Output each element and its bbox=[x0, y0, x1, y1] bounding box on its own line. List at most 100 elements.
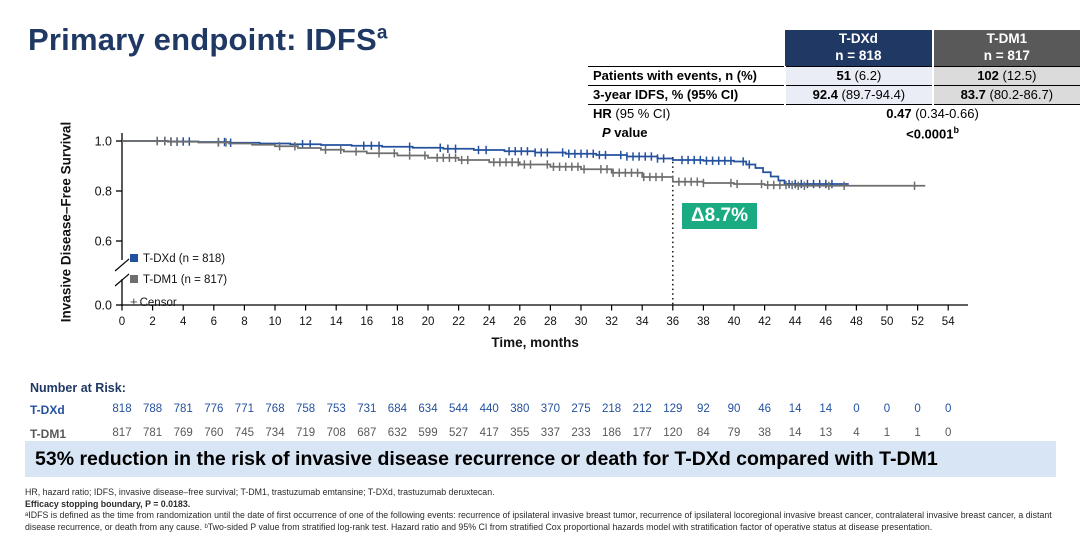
risk-count: 186 bbox=[602, 427, 622, 439]
pvalue-row: P value <0.0001b bbox=[588, 124, 1080, 144]
x-tick-label: 50 bbox=[881, 316, 894, 328]
risk-count: 0 bbox=[944, 403, 952, 415]
x-axis-label: Time, months bbox=[491, 335, 579, 350]
results-table-header-row: T-DXd n = 818 T-DM1 n = 817 bbox=[588, 30, 1080, 67]
events-row-label: Patients with events, n (%) bbox=[588, 65, 786, 86]
x-tick-label: 38 bbox=[697, 316, 710, 328]
risk-count: 544 bbox=[449, 403, 469, 415]
axis-break-slash-icon bbox=[114, 273, 130, 287]
results-table: T-DXd n = 818 T-DM1 n = 817 Patients wit… bbox=[588, 30, 1080, 143]
risk-count: 599 bbox=[418, 427, 438, 439]
risk-count: 90 bbox=[727, 403, 741, 415]
x-tick-label: 20 bbox=[422, 316, 435, 328]
column-header-tdxd: T-DXd n = 818 bbox=[785, 30, 933, 67]
events-tdm1-value: 102 (12.5) bbox=[931, 65, 1080, 86]
pvalue-label-rest: value bbox=[610, 125, 648, 141]
km-curve-tdm1 bbox=[122, 140, 926, 187]
events-tdm1-n: 102 bbox=[977, 67, 999, 83]
risk-count: 632 bbox=[387, 427, 407, 439]
km-plot-svg: 1.00.80.60.00 2 4 6 8 10 12 14 16 18 20 22 24 26 28 30 3… bbox=[95, 133, 968, 350]
idfs-tdxd-value: 92.4 (89.7-94.4) bbox=[784, 84, 933, 105]
x-tick-label: 52 bbox=[911, 316, 924, 328]
x-tick-label: 26 bbox=[513, 316, 526, 328]
idfs-tdm1-pct: 83.7 bbox=[960, 87, 986, 102]
risk-row-label-tdm1: T-DM1 bbox=[30, 427, 66, 441]
risk-count: 776 bbox=[204, 403, 224, 415]
risk-count: 46 bbox=[758, 403, 771, 415]
risk-count: 817 bbox=[112, 427, 132, 439]
legend-item-tdxd: T-DXd (n = 818) bbox=[130, 249, 227, 270]
x-tick-label: 12 bbox=[299, 316, 312, 328]
x-tick-label: 18 bbox=[391, 316, 404, 328]
risk-count: 38 bbox=[758, 427, 771, 439]
risk-count: 818 bbox=[112, 403, 132, 415]
legend-tdm1-label: T-DM1 (n = 817) bbox=[143, 274, 228, 286]
pvalue-row-label: P value bbox=[588, 124, 785, 144]
idfs-row: 3-year IDFS, % (95% CI) 92.4 (89.7-94.4)… bbox=[588, 84, 1080, 105]
risk-count: 13 bbox=[819, 427, 833, 439]
risk-count: 781 bbox=[143, 427, 163, 439]
x-tick-label: 28 bbox=[544, 316, 557, 328]
pvalue-label-p: P bbox=[602, 125, 611, 141]
delta-annotation-badge: Δ8.7% bbox=[682, 203, 757, 229]
x-tick-label: 4 bbox=[180, 316, 187, 328]
risk-row-tdm1: 817 781 769 760 745 734 719 708 687 632 599 527 417 3… bbox=[86, 427, 986, 443]
conclusion-banner: 53% reduction in the risk of invasive di… bbox=[25, 441, 1056, 477]
risk-count: 768 bbox=[265, 403, 285, 415]
x-tick-label: 48 bbox=[850, 316, 863, 328]
km-curve-tdxd bbox=[122, 140, 849, 185]
number-at-risk-heading: Number at Risk: bbox=[30, 381, 126, 395]
events-tdxd-n: 51 bbox=[836, 67, 851, 83]
hr-label-rest: (95 % CI) bbox=[611, 106, 671, 122]
hr-value: 0.47 (0.34-0.66) bbox=[785, 104, 1080, 124]
x-tick-label: 36 bbox=[666, 316, 679, 328]
y-tick-label: 0.8 bbox=[95, 185, 112, 199]
x-tick-label: 44 bbox=[789, 316, 802, 328]
risk-count: 684 bbox=[387, 403, 407, 415]
hr-value-ci: (0.34-0.66) bbox=[911, 106, 979, 122]
idfs-row-label: 3-year IDFS, % (95% CI) bbox=[588, 84, 786, 105]
risk-count: 687 bbox=[357, 427, 377, 439]
tdm1-swatch-icon bbox=[130, 275, 138, 283]
risk-count: 84 bbox=[696, 427, 710, 439]
risk-count: 233 bbox=[571, 427, 591, 439]
pvalue-superscript: b bbox=[953, 124, 959, 135]
risk-count: 275 bbox=[571, 403, 591, 415]
risk-count: 769 bbox=[173, 427, 193, 439]
risk-count: 719 bbox=[296, 427, 316, 439]
risk-count: 758 bbox=[296, 403, 316, 415]
risk-count: 4 bbox=[853, 427, 860, 439]
hr-row: HR (95 % CI) 0.47 (0.34-0.66) bbox=[588, 104, 1080, 124]
y-axis-label: Invasive Disease–Free Survival bbox=[58, 121, 74, 323]
idfs-tdxd-ci: (89.7-94.4) bbox=[837, 87, 906, 102]
risk-count: 129 bbox=[663, 403, 683, 415]
idfs-tdm1-value: 83.7 (80.2-86.7) bbox=[931, 84, 1080, 105]
tdxd-swatch-icon bbox=[130, 254, 138, 262]
events-row: Patients with events, n (%) 51 (6.2) 102… bbox=[588, 65, 1080, 86]
risk-count: 440 bbox=[479, 403, 499, 415]
risk-count: 79 bbox=[727, 427, 741, 439]
x-tick-label: 30 bbox=[575, 316, 588, 328]
footnotes: HR, hazard ratio; IDFS, invasive disease… bbox=[25, 487, 1063, 533]
axis-break-slash-icon bbox=[114, 258, 130, 272]
tdm1-name: T-DM1 bbox=[986, 31, 1028, 46]
risk-count: 14 bbox=[819, 403, 833, 415]
x-tick-label: 16 bbox=[360, 316, 373, 328]
idfs-tdm1-ci: (80.2-86.7) bbox=[985, 87, 1054, 102]
risk-count: 14 bbox=[788, 427, 802, 439]
column-header-tdm1: T-DM1 n = 817 bbox=[931, 30, 1080, 67]
idfs-tdxd-pct: 92.4 bbox=[812, 87, 838, 102]
risk-count: 380 bbox=[510, 403, 530, 415]
x-tick-label: 6 bbox=[211, 316, 217, 328]
risk-count: 120 bbox=[663, 427, 683, 439]
results-table-header-spacer bbox=[588, 30, 785, 66]
risk-count: 417 bbox=[479, 427, 499, 439]
risk-count: 734 bbox=[265, 427, 285, 439]
risk-count: 527 bbox=[449, 427, 469, 439]
risk-count: 337 bbox=[540, 427, 560, 439]
page-title-text: Primary endpoint: IDFS bbox=[28, 22, 377, 57]
risk-count: 212 bbox=[632, 403, 652, 415]
risk-count: 708 bbox=[326, 427, 346, 439]
risk-count: 634 bbox=[418, 403, 438, 415]
plot-legend: T-DXd (n = 818) T-DM1 (n = 817) + Censor bbox=[130, 249, 227, 312]
